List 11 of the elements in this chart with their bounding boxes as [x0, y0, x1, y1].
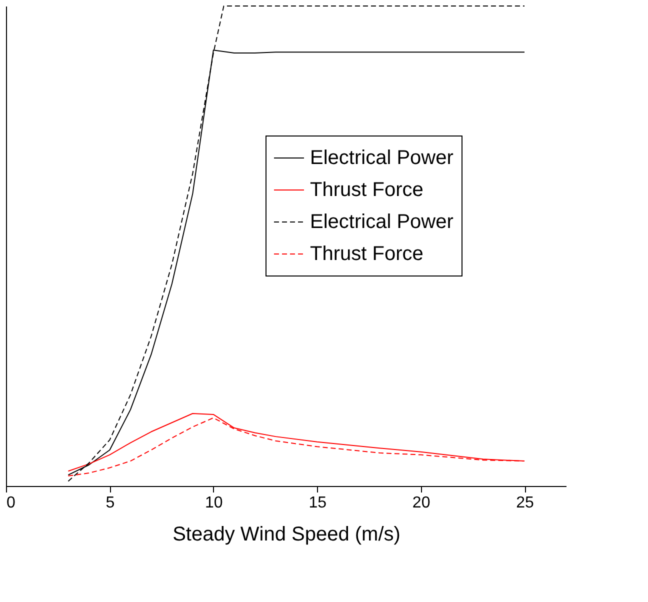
legend-label: Electrical Power	[310, 211, 454, 233]
x-tick-label: 20	[412, 494, 430, 512]
x-tick-label: 10	[205, 494, 223, 512]
x-tick-label: 15	[308, 494, 327, 512]
x-tick-label: 25	[516, 494, 534, 512]
legend-label: Thrust Force	[310, 243, 424, 265]
x-axis-title: Steady Wind Speed (m/s)	[172, 524, 400, 546]
legend-label: Electrical Power	[310, 147, 454, 169]
legend-label: Thrust Force	[310, 179, 424, 201]
x-tick-label: 5	[106, 494, 115, 512]
x-tick-label: 0	[6, 494, 16, 512]
